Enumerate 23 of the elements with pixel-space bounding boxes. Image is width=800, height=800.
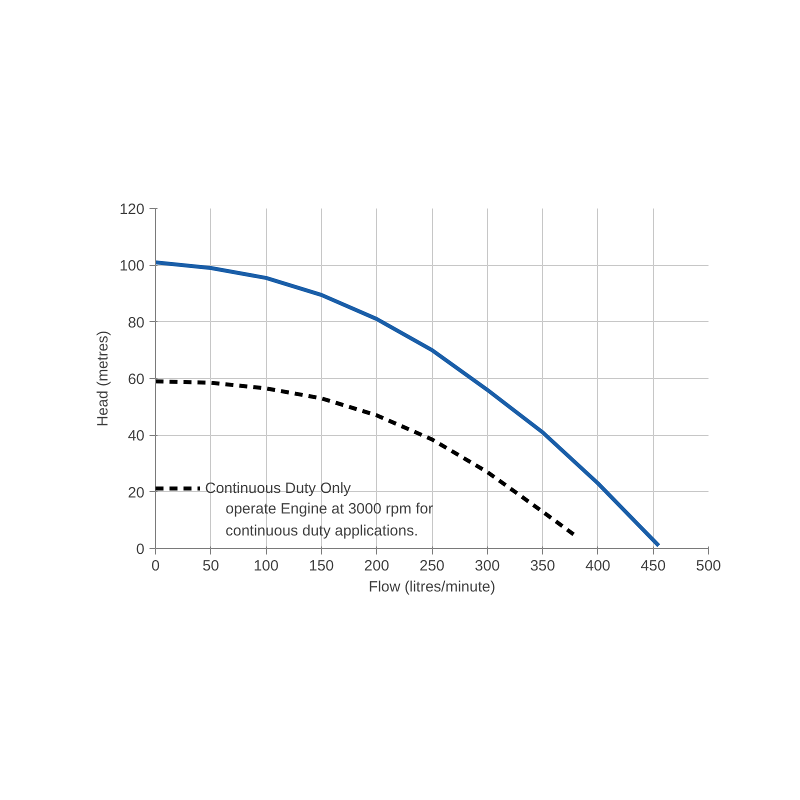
y-tick-label: 60 <box>128 371 145 388</box>
x-tick-label: 50 <box>202 558 220 574</box>
x-tick-label: 200 <box>364 558 390 574</box>
y-tick-label: 80 <box>128 314 145 332</box>
y-tick-label: 40 <box>128 428 145 445</box>
x-tick-label: 400 <box>585 558 610 574</box>
x-tick-label: 300 <box>474 558 500 574</box>
annotation: operate Engine at 3000 rpm for continuous duty applications. <box>226 500 434 540</box>
legend-label: Continuous Duty Only <box>205 480 351 496</box>
y-tick-label: 120 <box>119 201 145 218</box>
y-tick-label: 20 <box>128 484 145 502</box>
x-tick-label: 250 <box>419 558 445 574</box>
y-tick-label: 100 <box>119 258 145 275</box>
x-axis-title: Flow (litres/minute) <box>368 578 496 596</box>
x-tick-label: 500 <box>696 558 722 574</box>
y-tick-label: 0 <box>136 541 144 558</box>
y-axis-title: Head (metres) <box>94 330 112 426</box>
x-tick-label: 0 <box>151 558 160 574</box>
x-tick-label: 150 <box>308 558 334 574</box>
x-tick-label: 100 <box>254 558 279 574</box>
x-tick-label: 350 <box>530 558 556 574</box>
line-series <box>156 260 661 548</box>
x-tick-label: 450 <box>640 558 666 574</box>
